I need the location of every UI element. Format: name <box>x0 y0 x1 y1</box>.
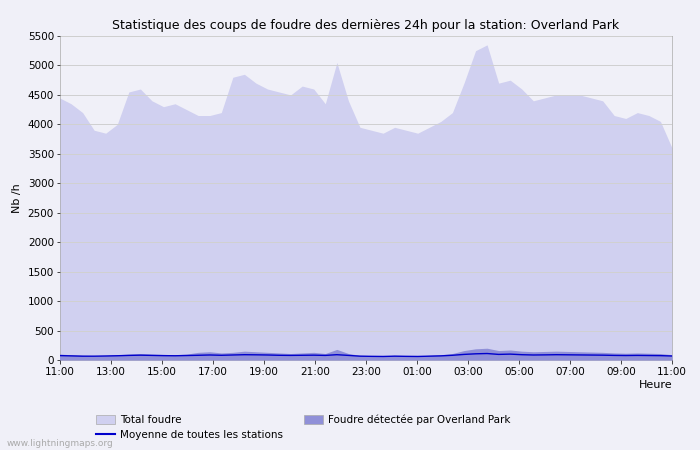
Y-axis label: Nb /h: Nb /h <box>12 183 22 213</box>
Title: Statistique des coups de foudre des dernières 24h pour la station: Overland Park: Statistique des coups de foudre des dern… <box>112 19 620 32</box>
Text: www.lightningmaps.org: www.lightningmaps.org <box>7 439 113 448</box>
Legend: Total foudre, Moyenne de toutes les stations, Foudre détectée par Overland Park: Total foudre, Moyenne de toutes les stat… <box>96 414 510 440</box>
Text: Heure: Heure <box>638 380 672 390</box>
